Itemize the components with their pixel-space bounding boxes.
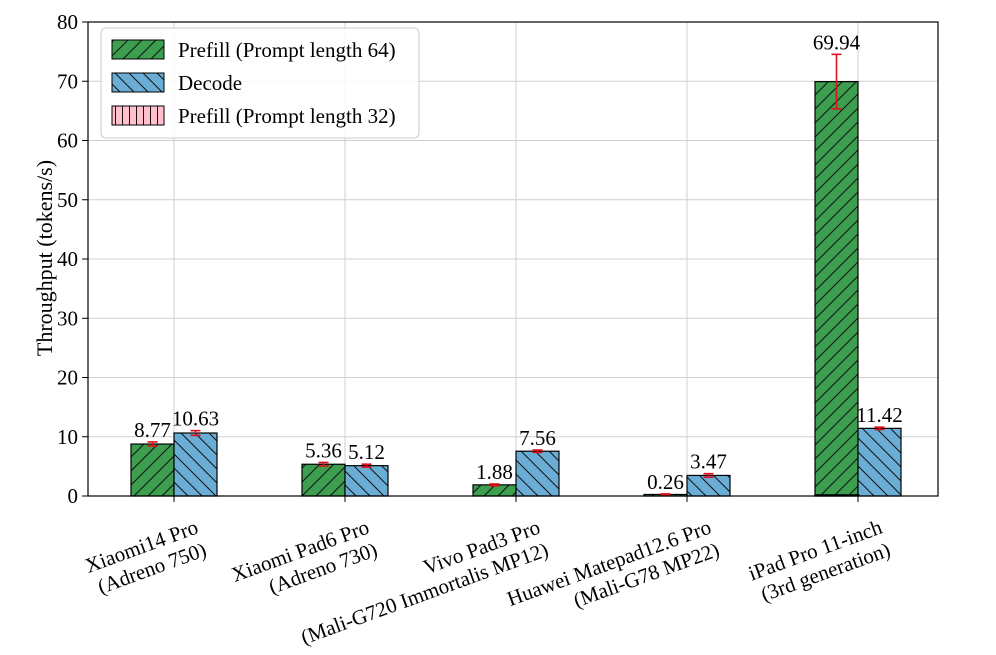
bar-prefill64	[130, 443, 175, 497]
x-tick-label-group: Xiaomi14 Pro(Adreno 750)	[82, 515, 210, 599]
bar-prefill64	[301, 463, 346, 497]
y-tick-label: 70	[57, 69, 78, 93]
bar-decode	[173, 432, 218, 497]
legend-box	[100, 27, 420, 139]
bar-decode	[686, 474, 731, 497]
y-tick-label: 20	[57, 366, 78, 390]
legend: Prefill (Prompt length 64) Decode Prefill …	[100, 27, 420, 139]
data-label: 7.56	[519, 426, 556, 450]
x-tick-label-group: Xiaomi Pad6 Pro(Adreno 730)	[228, 515, 380, 599]
x-axis: Xiaomi14 Pro(Adreno 750) Xiaomi Pad6 Pro(…	[82, 496, 893, 649]
bar-prefill64	[814, 81, 859, 497]
y-tick-label: 80	[57, 10, 78, 34]
bar-decode	[857, 427, 902, 497]
y-axis-label: Throughput (tokens/s)	[32, 160, 57, 356]
y-tick-label: 40	[57, 247, 78, 271]
y-tick-label: 60	[57, 129, 78, 153]
y-tick-label: 50	[57, 188, 78, 212]
legend-label: Decode	[178, 71, 242, 95]
x-tick-label-group: iPad Pro 11-inch(3rd generation)	[745, 515, 893, 607]
bars	[130, 81, 902, 497]
legend-swatch	[111, 72, 165, 93]
legend-label: Prefill (Prompt length 32)	[178, 104, 396, 128]
error-bars	[147, 53, 885, 496]
data-label: 8.77	[134, 418, 171, 442]
data-label: 10.63	[172, 407, 219, 431]
y-tick-label: 10	[57, 425, 78, 449]
bar-decode	[515, 450, 560, 497]
data-label: 1.88	[476, 460, 513, 484]
data-label: 5.12	[348, 440, 385, 464]
data-labels: 8.77 5.36 1.88 0.26 69.94 10.63 5.12 7.56 3.47 11…	[134, 30, 903, 494]
y-axis: 0 10 20 30 40 50 60 70 80	[57, 10, 88, 508]
legend-swatch	[111, 105, 165, 126]
data-label: 5.36	[305, 438, 342, 462]
legend-label: Prefill (Prompt length 64)	[178, 38, 396, 62]
data-label: 0.26	[647, 470, 684, 494]
legend-swatch	[111, 39, 165, 60]
bar-decode	[344, 465, 389, 497]
y-tick-label: 0	[68, 484, 79, 508]
data-label: 69.94	[813, 30, 861, 54]
data-label: 11.42	[856, 403, 902, 427]
data-label: 3.47	[690, 450, 727, 474]
y-tick-label: 30	[57, 306, 78, 330]
